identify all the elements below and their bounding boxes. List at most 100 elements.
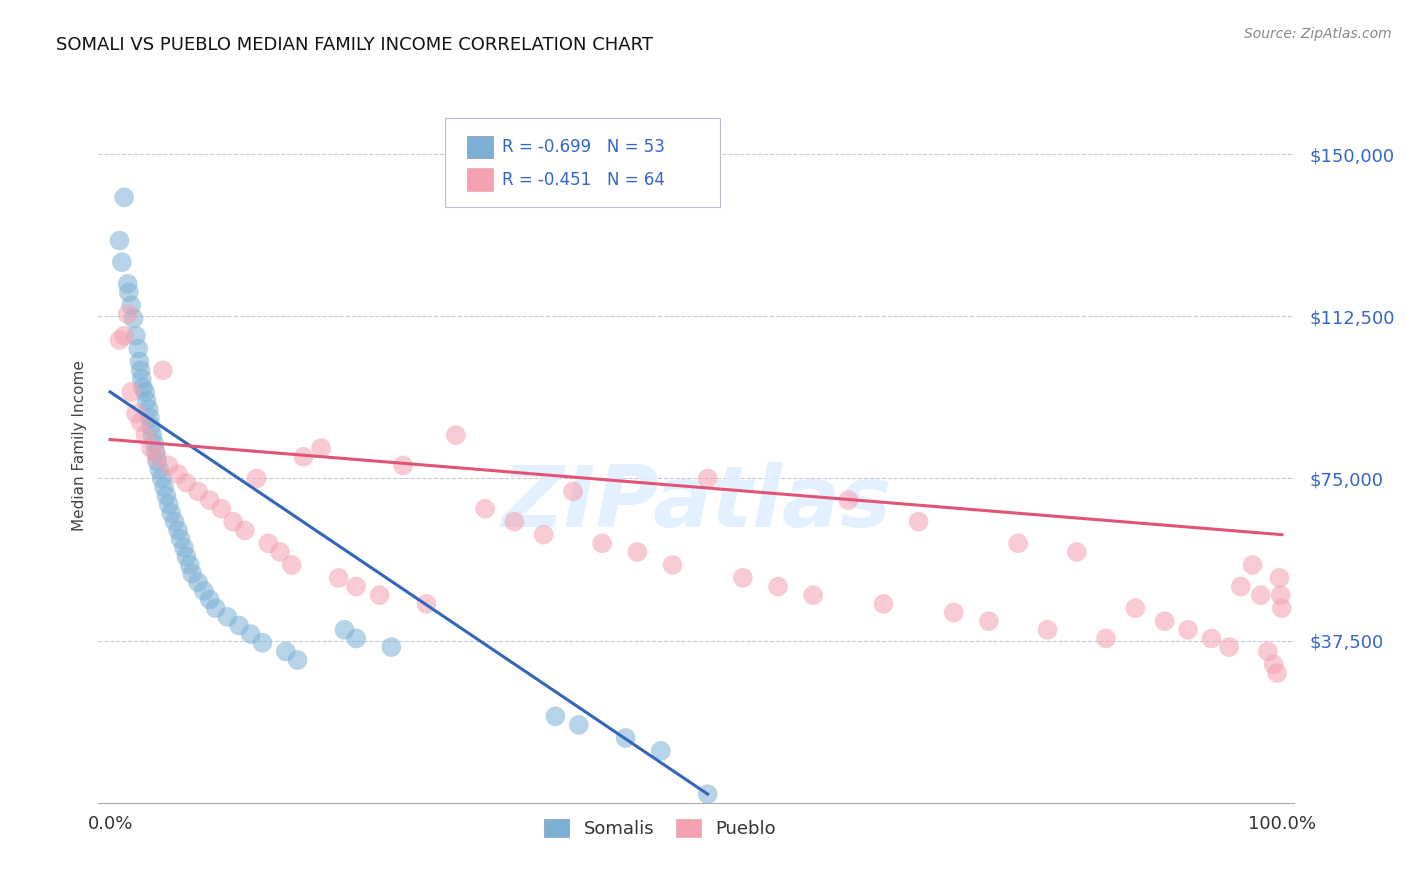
Point (801, 588, 824, 602)
Point (169, 532, 191, 546)
Point (942, 606, 965, 620)
Point (650, 744, 672, 758)
Point (392, 458, 415, 473)
Point (257, 536, 280, 550)
Point (415, 597, 437, 611)
Point (1271, 601, 1294, 615)
Point (120, 384, 142, 399)
Point (1263, 657, 1285, 672)
Point (181, 566, 204, 581)
Point (533, 527, 555, 541)
Point (198, 592, 221, 607)
Point (696, 787, 718, 801)
Point (1241, 558, 1264, 572)
Point (380, 640, 402, 654)
Point (163, 515, 186, 529)
Point (120, 298, 142, 312)
Point (187, 484, 209, 499)
Point (239, 627, 262, 641)
Point (143, 437, 166, 451)
Point (287, 653, 309, 667)
Point (252, 636, 274, 650)
Point (152, 363, 174, 377)
Point (173, 541, 195, 555)
Point (1270, 588, 1292, 602)
Point (118, 285, 141, 300)
FancyBboxPatch shape (446, 118, 720, 207)
Point (111, 255, 134, 269)
Point (544, 709, 567, 723)
FancyBboxPatch shape (467, 136, 494, 159)
Point (474, 501, 496, 516)
Point (344, 580, 367, 594)
Point (108, 333, 131, 347)
Point (129, 415, 152, 429)
Point (1095, 632, 1118, 646)
Point (1218, 640, 1240, 654)
Point (204, 601, 226, 615)
Point (134, 384, 156, 399)
Point (344, 632, 367, 646)
Point (309, 441, 332, 455)
Point (128, 354, 150, 368)
Point (157, 458, 180, 473)
Point (977, 614, 1000, 628)
Point (233, 524, 256, 538)
Point (117, 277, 139, 291)
Text: ZIPatlas: ZIPatlas (501, 461, 891, 545)
Point (444, 428, 467, 442)
Point (1201, 632, 1223, 646)
Point (661, 558, 683, 572)
Point (174, 549, 197, 564)
Point (1007, 536, 1029, 550)
Point (872, 597, 894, 611)
Point (222, 515, 245, 529)
Point (228, 618, 250, 632)
Point (112, 190, 135, 204)
Point (125, 328, 148, 343)
Point (139, 410, 162, 425)
Point (155, 489, 177, 503)
Point (1268, 571, 1291, 585)
Point (198, 493, 221, 508)
Point (1036, 623, 1059, 637)
Point (167, 467, 190, 482)
Point (503, 515, 526, 529)
Point (368, 588, 391, 602)
Point (153, 480, 176, 494)
Point (1229, 580, 1253, 594)
Point (122, 311, 145, 326)
Point (328, 571, 350, 585)
Point (766, 580, 789, 594)
Point (837, 493, 859, 508)
Point (127, 342, 149, 356)
Text: SOMALI VS PUEBLO MEDIAN FAMILY INCOME CORRELATION CHART: SOMALI VS PUEBLO MEDIAN FAMILY INCOME CO… (56, 36, 654, 54)
Y-axis label: Median Family Income: Median Family Income (72, 360, 87, 532)
Point (562, 484, 585, 499)
Point (141, 428, 163, 442)
Text: R = -0.699   N = 53: R = -0.699 N = 53 (502, 138, 665, 156)
Point (129, 363, 152, 377)
Point (269, 545, 291, 559)
Point (731, 571, 754, 585)
Point (131, 372, 153, 386)
Point (1250, 588, 1272, 602)
Point (179, 558, 201, 572)
Point (614, 731, 637, 745)
Point (138, 402, 160, 417)
Point (246, 471, 269, 485)
Point (146, 450, 169, 464)
Point (135, 393, 157, 408)
Point (117, 307, 139, 321)
Point (174, 475, 197, 490)
Point (626, 545, 648, 559)
Point (108, 234, 131, 248)
Point (333, 623, 356, 637)
Point (157, 497, 180, 511)
Point (148, 463, 170, 477)
Point (145, 445, 167, 459)
Point (141, 441, 163, 455)
Point (281, 558, 304, 572)
Point (907, 515, 929, 529)
Point (187, 575, 209, 590)
